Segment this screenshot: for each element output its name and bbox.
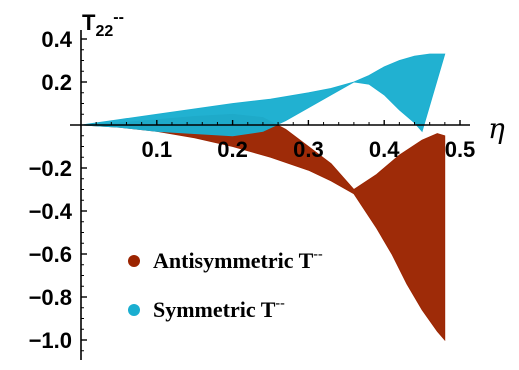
legend-label-symmetric: Symmetric T-- bbox=[153, 296, 285, 322]
y-tick-label: −0.4 bbox=[29, 199, 73, 224]
legend-marker-symmetric bbox=[128, 304, 140, 316]
y-tick-label: −0.2 bbox=[29, 156, 72, 181]
x-axis-title: η bbox=[488, 112, 505, 145]
series-symmetric-band bbox=[80, 53, 446, 137]
y-tick-label: −1.0 bbox=[29, 328, 72, 353]
ticks-layer: 0.1 0.2 0.3 0.4 0.5 0.4 0.2 −0.2 −0.4 −0.6 −0.8 −1.… bbox=[29, 27, 476, 353]
x-tick-label: 0.4 bbox=[369, 137, 400, 162]
legend-label-antisymmetric: Antisymmetric T-- bbox=[153, 247, 323, 273]
y-axis-title: T22-- bbox=[82, 9, 124, 40]
x-tick-label: 0.1 bbox=[142, 137, 173, 162]
axes-layer bbox=[70, 30, 470, 360]
y-tick-label: −0.8 bbox=[29, 285, 72, 310]
y-tick-label: 0.2 bbox=[41, 70, 72, 95]
y-tick-label: 0.4 bbox=[41, 27, 72, 52]
x-tick-label: 0.2 bbox=[217, 137, 248, 162]
legend-marker-antisymmetric bbox=[128, 255, 140, 267]
x-tick-label: 0.5 bbox=[445, 137, 476, 162]
x-tick-label: 0.3 bbox=[293, 137, 324, 162]
y-tick-label: −0.6 bbox=[29, 242, 72, 267]
series-layer bbox=[80, 53, 446, 342]
legend: Antisymmetric T-- Symmetric T-- bbox=[128, 247, 323, 322]
